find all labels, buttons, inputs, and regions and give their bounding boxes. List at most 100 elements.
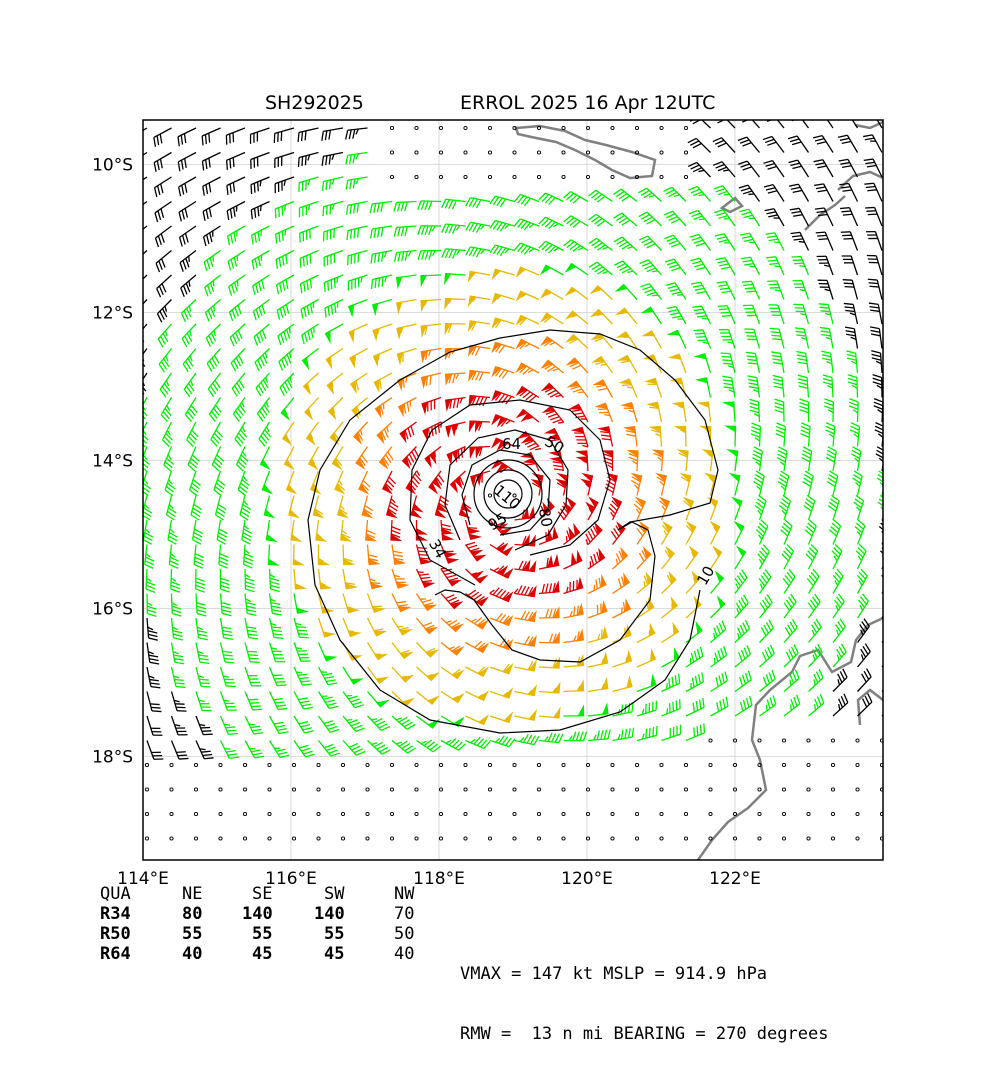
calm-wind-marker xyxy=(488,763,491,766)
wind-barb xyxy=(349,324,367,340)
wind-barb xyxy=(765,233,784,251)
wind-barb xyxy=(514,586,536,597)
wind-barb xyxy=(515,687,536,696)
wind-barb xyxy=(377,422,392,442)
wind-barb xyxy=(154,128,172,147)
wind-barb xyxy=(245,692,262,710)
calm-wind-marker xyxy=(586,861,589,864)
wind-barb xyxy=(137,398,147,422)
wind-barb xyxy=(397,349,416,363)
wind-barb xyxy=(592,286,613,299)
calm-wind-marker xyxy=(268,861,271,864)
wind-barb xyxy=(347,226,367,240)
wind-barb xyxy=(725,402,735,422)
wind-barb xyxy=(469,321,490,330)
wind-barb xyxy=(882,668,895,691)
wind-barb xyxy=(784,695,800,716)
wind-barb xyxy=(592,310,612,324)
wind-barb xyxy=(324,226,343,241)
wind-barb xyxy=(441,739,465,751)
wind-barb xyxy=(181,300,196,322)
wind-barb xyxy=(204,226,221,246)
wind-barb xyxy=(858,669,872,692)
calm-wind-marker xyxy=(390,812,393,815)
wind-barb xyxy=(221,594,232,616)
calm-wind-marker xyxy=(194,763,197,766)
wind-barb xyxy=(202,153,220,171)
wind-barb xyxy=(773,376,784,398)
wind-barb xyxy=(202,128,220,145)
wind-barb xyxy=(203,177,221,196)
wind-barb xyxy=(270,643,286,662)
wind-barb xyxy=(681,474,690,496)
wind-barb xyxy=(196,594,206,616)
wind-barb xyxy=(686,647,703,667)
calm-wind-marker xyxy=(243,812,246,815)
wind-barb xyxy=(441,594,461,609)
wind-barb xyxy=(651,427,661,447)
wind-barb xyxy=(588,190,612,202)
wind-barb xyxy=(783,569,795,593)
wind-barb xyxy=(313,496,322,518)
wind-barb xyxy=(564,579,583,593)
wind-barb xyxy=(879,520,889,545)
wind-barb xyxy=(380,447,393,468)
wind-barb xyxy=(277,300,294,320)
wind-barb xyxy=(637,625,655,642)
wind-barb xyxy=(245,594,256,616)
wind-barb xyxy=(445,299,465,308)
wind-barb xyxy=(436,496,449,518)
calm-wind-marker xyxy=(611,763,614,766)
wind-barb xyxy=(329,398,343,418)
wind-barb xyxy=(871,351,882,373)
wind-barb xyxy=(264,496,273,518)
contour-label-50: 50 xyxy=(542,432,568,457)
calm-wind-marker xyxy=(243,837,246,840)
wind-barb xyxy=(490,566,512,578)
wind-barb xyxy=(865,207,882,226)
wind-barb xyxy=(800,423,810,447)
wind-barb xyxy=(221,569,230,592)
wind-barb xyxy=(843,280,858,300)
calm-wind-marker xyxy=(758,861,761,864)
calm-wind-marker xyxy=(488,861,491,864)
wind-barb xyxy=(791,232,809,250)
wind-barb xyxy=(466,716,488,724)
calm-wind-marker xyxy=(709,763,712,766)
calm-wind-marker xyxy=(415,788,418,791)
wind-barb xyxy=(285,447,294,469)
calm-wind-marker xyxy=(194,788,197,791)
wind-barb xyxy=(270,692,288,710)
wind-barb xyxy=(299,177,319,192)
row-sw: 55 xyxy=(324,924,344,944)
wind-barb xyxy=(613,601,631,618)
wind-barb xyxy=(539,217,564,229)
calm-wind-marker xyxy=(390,763,393,766)
wind-barb xyxy=(796,352,808,373)
wind-barb xyxy=(647,379,662,398)
wind-barb xyxy=(417,667,438,680)
calm-wind-marker xyxy=(415,763,418,766)
calm-wind-marker xyxy=(513,812,516,815)
wind-barb xyxy=(644,331,662,348)
wind-barb xyxy=(514,195,539,206)
wind-barb xyxy=(399,398,417,415)
wind-barb xyxy=(866,232,882,251)
wind-barb xyxy=(359,471,370,493)
wind-barb xyxy=(739,185,760,201)
wind-barb xyxy=(196,716,213,735)
calm-wind-marker xyxy=(611,788,614,791)
wind-barb xyxy=(362,496,372,518)
wind-barb xyxy=(417,643,437,657)
wind-barb xyxy=(711,697,728,716)
calm-wind-marker xyxy=(709,861,712,864)
wind-barb xyxy=(856,544,866,569)
wind-barb xyxy=(229,300,245,321)
wind-barb xyxy=(715,234,735,251)
wind-barb xyxy=(586,524,602,545)
wind-barb xyxy=(588,705,608,716)
calm-wind-marker xyxy=(758,739,761,742)
calm-wind-marker xyxy=(831,763,834,766)
wind-barb xyxy=(245,667,261,686)
wind-barb xyxy=(156,226,172,247)
